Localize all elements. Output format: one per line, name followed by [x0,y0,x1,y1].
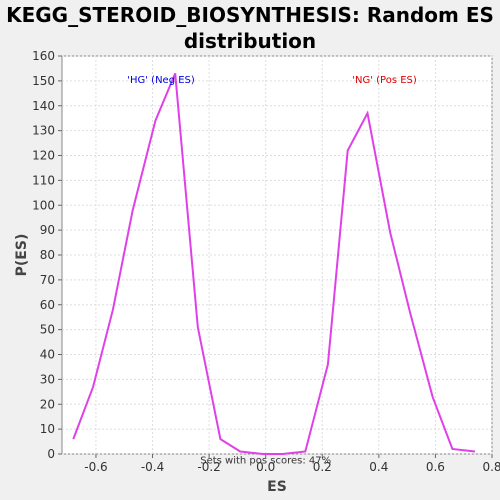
x-tick-label: 0.6 [426,460,445,474]
x-axis: -0.6 -0.4 -0.2 0.0 0.2 0.4 0.6 0.8 [84,454,500,474]
y-tick-label: 120 [32,149,55,163]
plot-area [61,55,493,455]
annotation-label: 'NG' (Pos ES) [352,75,417,86]
y-tick-label: 110 [32,173,55,187]
series-line [72,73,476,455]
y-tick-label: 130 [32,124,55,138]
y-axis-label: P(ES) [14,234,30,277]
y-tick-label: 20 [40,397,55,411]
x-tick-label: -0.6 [84,460,107,474]
x-tick-label: -0.4 [141,460,164,474]
y-tick-label: 30 [40,372,55,386]
annotation-label: Sets with pos scores: 47% [200,456,331,467]
y-tick-label: 40 [40,348,55,362]
y-tick-label: 140 [32,99,55,113]
x-axis-label: ES [267,479,287,495]
y-tick-label: 60 [40,298,55,312]
y-tick-label: 70 [40,273,55,287]
x-tick-label: 0.0 [256,460,275,474]
y-axis: 0 10 20 30 40 50 60 70 80 90 100 110 120 130 140 150 160 [32,49,62,461]
annotations: 'HG' (Neg ES) 'NG' (Pos ES) Sets with pos … [127,75,417,467]
y-tick-label: 150 [32,74,55,88]
chart-title: KEGG_STEROID_BIOSYNTHESIS: Random ES dis… [6,3,494,53]
y-tick-label: 10 [40,422,55,436]
y-tick-label: 160 [32,49,55,63]
y-tick-label: 100 [32,198,55,212]
y-tick-label: 90 [40,223,55,237]
y-tick-label: 50 [40,323,55,337]
x-tick-label: 0.4 [369,460,388,474]
annotation-label: 'HG' (Neg ES) [127,75,195,86]
x-tick-label: -0.2 [197,460,220,474]
x-tick-label: 0.8 [482,460,500,474]
x-tick-label: 0.2 [313,460,332,474]
y-tick-label: 80 [40,248,55,262]
y-tick-label: 0 [47,447,55,461]
